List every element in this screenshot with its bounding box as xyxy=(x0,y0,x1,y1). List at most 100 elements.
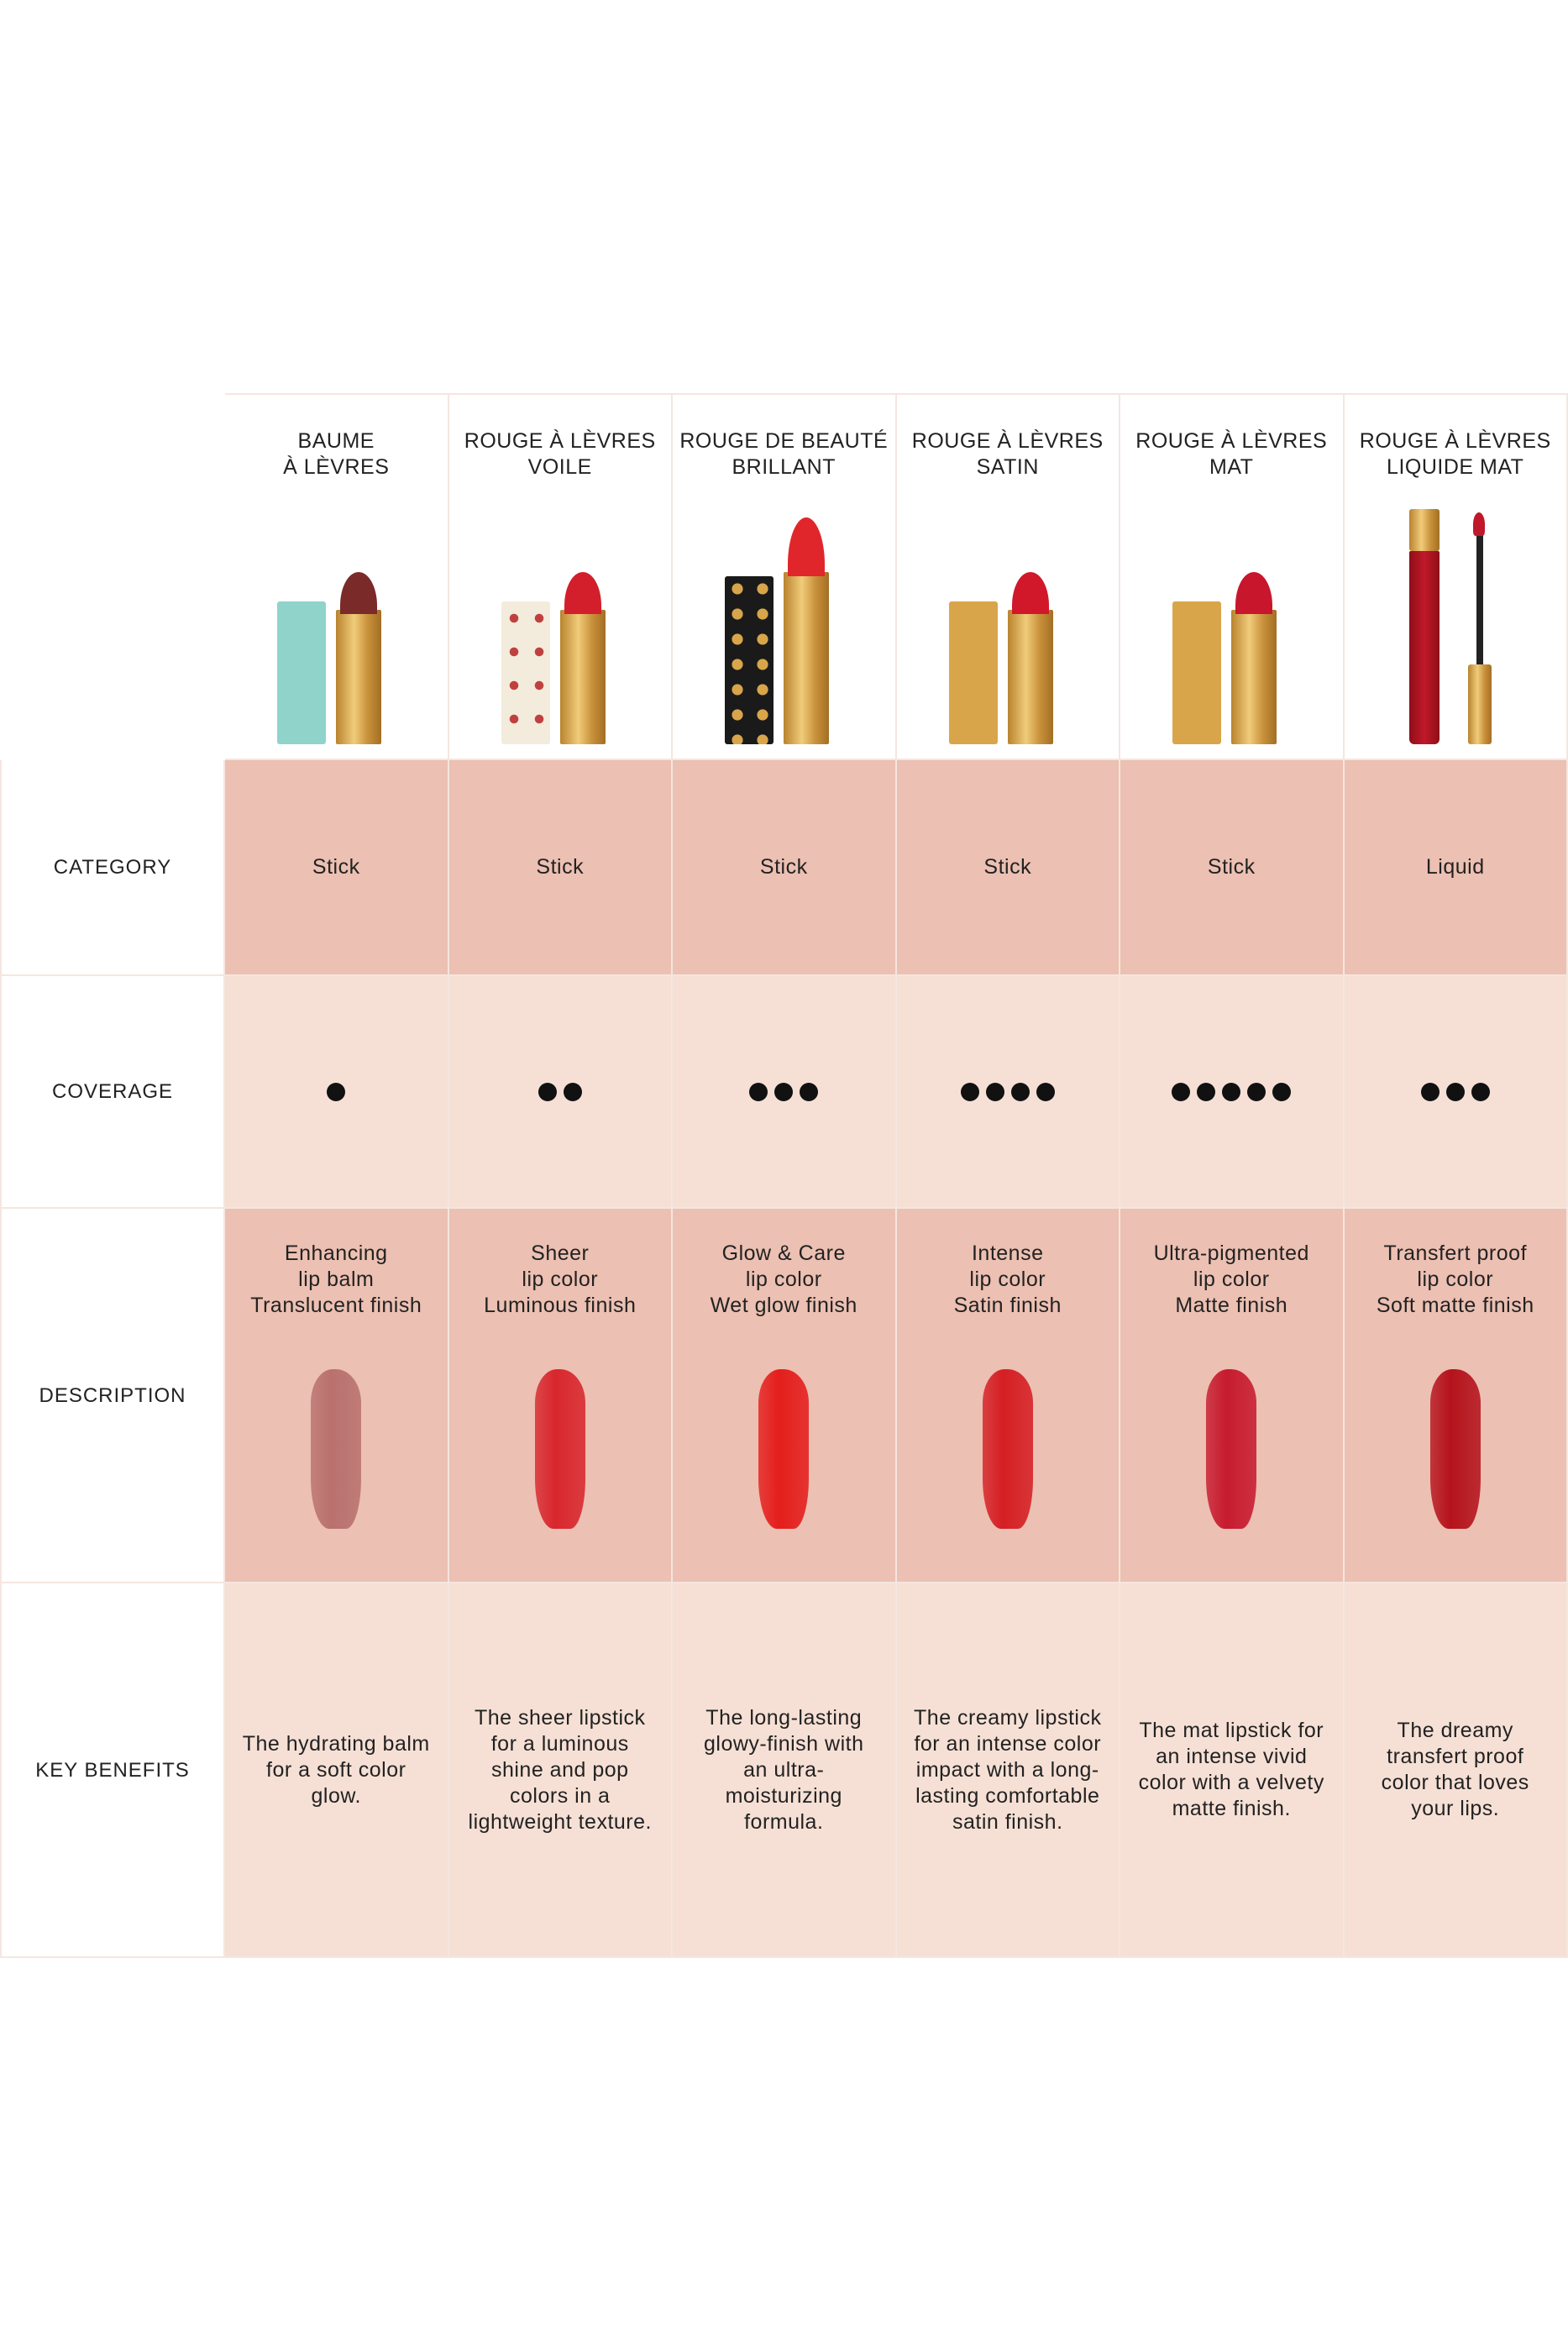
category-cell: Stick xyxy=(448,760,673,976)
coverage-cell xyxy=(448,976,673,1209)
product-image-part xyxy=(1007,610,1053,744)
product-header: ROUGE À LÈVRES MAT xyxy=(1120,393,1345,760)
coverage-dot xyxy=(960,1082,979,1101)
product-image xyxy=(924,509,1092,753)
product-image-part xyxy=(340,572,378,614)
category-cell: Stick xyxy=(1120,760,1345,976)
description-line: Translucent finish xyxy=(250,1294,422,1317)
description-line: Transfert proof xyxy=(1383,1242,1528,1265)
coverage-dot xyxy=(1172,1082,1191,1101)
product-name-line-1: ROUGE DE BEAUTÉ xyxy=(679,429,889,453)
description-line: Intense xyxy=(971,1242,1044,1265)
description-line: Ultra-pigmented xyxy=(1153,1242,1309,1265)
coverage-dots xyxy=(327,1082,346,1101)
product-name-line-1: ROUGE À LÈVRES xyxy=(911,429,1104,453)
product-header: BAUME À LÈVRES xyxy=(225,393,449,760)
coverage-cell xyxy=(896,976,1120,1209)
description-line: Enhancing xyxy=(284,1242,388,1265)
product-image-part xyxy=(1231,610,1277,744)
product-name-line-1: ROUGE À LÈVRES xyxy=(1135,429,1328,453)
description-cell: Intense lip color Satin finish xyxy=(896,1209,1120,1583)
description-line: lip color xyxy=(1193,1268,1270,1291)
description-line: Wet glow finish xyxy=(710,1294,857,1317)
corner-empty xyxy=(0,393,225,760)
coverage-cell xyxy=(673,976,897,1209)
description-line: Satin finish xyxy=(953,1294,1062,1317)
product-image-part xyxy=(564,572,601,614)
product-image xyxy=(476,509,644,753)
product-image-part xyxy=(501,601,550,744)
product-image-part xyxy=(1408,551,1440,744)
color-swatch xyxy=(1429,1369,1481,1529)
coverage-dot xyxy=(1247,1082,1266,1101)
description-line: lip color xyxy=(522,1268,599,1291)
coverage-dot xyxy=(1272,1082,1292,1101)
coverage-dot xyxy=(985,1082,1004,1101)
product-name-line-1: ROUGE À LÈVRES xyxy=(1359,429,1551,453)
coverage-dot xyxy=(1420,1082,1440,1101)
key-benefits-cell: The sheer lipstick for a luminous shine … xyxy=(448,1583,673,1958)
row-label-coverage: COVERAGE xyxy=(0,976,225,1209)
description-cell: Sheer lip color Luminous finish xyxy=(448,1209,673,1583)
description-line: lip color xyxy=(745,1268,822,1291)
product-image-part xyxy=(336,610,382,744)
product-image-part xyxy=(725,576,774,744)
product-name-line-1: ROUGE À LÈVRES xyxy=(464,429,656,453)
coverage-cell xyxy=(1344,976,1568,1209)
product-image-part xyxy=(1172,601,1222,744)
product-name-line-2: LIQUIDE MAT xyxy=(1387,455,1524,479)
coverage-dot xyxy=(563,1082,582,1101)
product-image-part xyxy=(1476,517,1483,669)
product-image-part xyxy=(784,572,830,744)
coverage-dot xyxy=(1471,1082,1490,1101)
row-label-key-benefits: KEY BENEFITS xyxy=(0,1583,225,1958)
product-image-part xyxy=(277,601,327,744)
coverage-dots xyxy=(749,1082,819,1101)
product-name-line-2: SATIN xyxy=(976,455,1039,479)
product-image-part xyxy=(1408,509,1440,551)
description-line: lip color xyxy=(1417,1268,1494,1291)
category-cell: Stick xyxy=(896,760,1120,976)
description-line: Sheer xyxy=(531,1242,590,1265)
coverage-dot xyxy=(749,1082,768,1101)
product-image-part xyxy=(948,601,998,744)
description-line: Soft matte finish xyxy=(1376,1294,1534,1317)
product-image xyxy=(252,509,420,753)
coverage-dot xyxy=(1197,1082,1216,1101)
coverage-dot xyxy=(1010,1082,1030,1101)
coverage-dot xyxy=(1445,1082,1465,1101)
key-benefits-cell: The creamy lipstick for an intense color… xyxy=(896,1583,1120,1958)
key-benefits-cell: The mat lipstick for an intense vivid co… xyxy=(1120,1583,1345,1958)
key-benefits-cell: The long-lasting glowy-finish with an ul… xyxy=(673,1583,897,1958)
coverage-dots xyxy=(1172,1082,1292,1101)
comparison-table: BAUME À LÈVRES ROUGE À LÈVRES VOILE ROUGE DE… xyxy=(0,393,1568,1958)
product-header: ROUGE DE BEAUTÉ BRILLANT xyxy=(673,393,897,760)
product-image xyxy=(700,509,868,753)
category-cell: Liquid xyxy=(1344,760,1568,976)
category-cell: Stick xyxy=(673,760,897,976)
description-line: lip balm xyxy=(298,1268,375,1291)
product-header: ROUGE À LÈVRES VOILE xyxy=(448,393,673,760)
coverage-dots xyxy=(538,1082,582,1101)
coverage-dots xyxy=(1420,1082,1490,1101)
product-name-line-2: VOILE xyxy=(527,455,592,479)
coverage-dot xyxy=(538,1082,557,1101)
product-name-line-2: MAT xyxy=(1209,455,1254,479)
color-swatch xyxy=(758,1369,810,1529)
product-name-line-2: À LÈVRES xyxy=(283,455,390,479)
product-header: ROUGE À LÈVRES LIQUIDE MAT xyxy=(1344,393,1568,760)
product-name-line-1: BAUME xyxy=(297,429,375,453)
product-image xyxy=(1147,509,1315,753)
category-cell: Stick xyxy=(225,760,449,976)
color-swatch xyxy=(1206,1369,1257,1529)
description-cell: Transfert proof lip color Soft matte finis… xyxy=(1344,1209,1568,1583)
product-header: ROUGE À LÈVRES SATIN xyxy=(896,393,1120,760)
product-image-part xyxy=(559,610,606,744)
description-line: Luminous finish xyxy=(484,1294,637,1317)
description-line: lip color xyxy=(969,1268,1046,1291)
coverage-dot xyxy=(774,1082,794,1101)
coverage-cell xyxy=(225,976,449,1209)
product-image-part xyxy=(1472,512,1485,536)
coverage-dot xyxy=(1036,1082,1055,1101)
color-swatch xyxy=(982,1369,1033,1529)
